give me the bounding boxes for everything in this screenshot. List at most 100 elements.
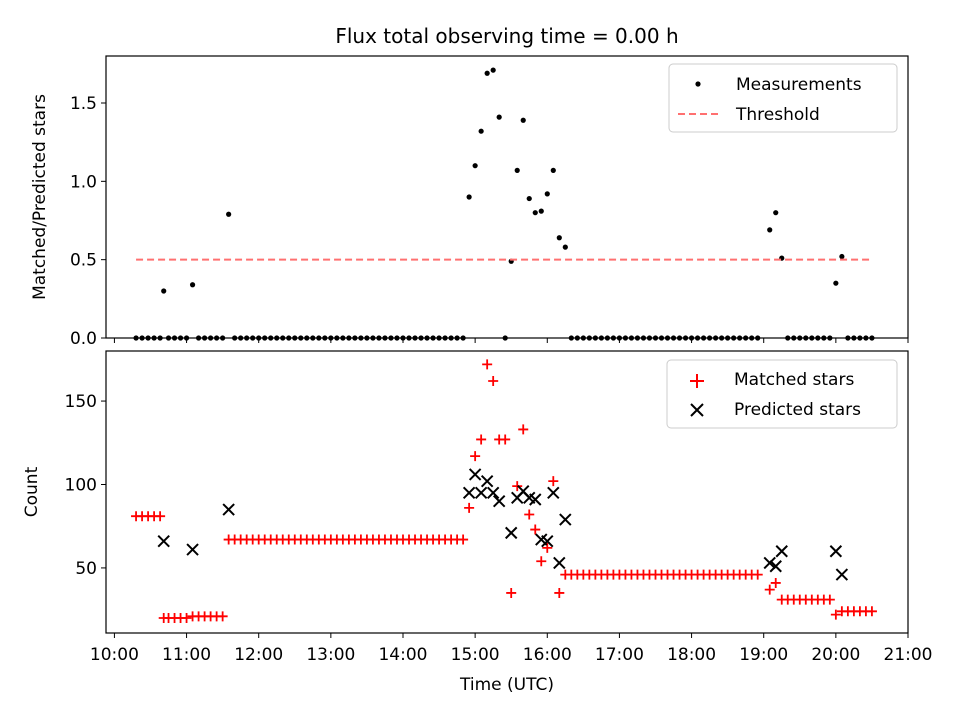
predicted-star-point bbox=[829, 545, 843, 558]
measurement-point bbox=[466, 194, 472, 200]
predicted-star-point bbox=[835, 568, 849, 581]
measurement-point bbox=[839, 253, 845, 260]
measurement-point bbox=[562, 244, 568, 250]
matched-star-point bbox=[866, 606, 877, 617]
x-tick-label: 13:00 bbox=[306, 645, 355, 665]
x-tick-label: 12:00 bbox=[234, 645, 283, 665]
matched-star-point bbox=[217, 611, 228, 622]
x-tick-label: 21:00 bbox=[884, 645, 933, 665]
star-count-y-tick-label: 100 bbox=[65, 475, 97, 495]
matched-star-point bbox=[536, 556, 547, 567]
flux-ratio-x-ticks bbox=[113, 338, 909, 343]
x-tick-label: 11:00 bbox=[162, 645, 211, 665]
predicted-star-point bbox=[547, 486, 560, 500]
predicted-star-point bbox=[541, 535, 554, 548]
predicted-star-point bbox=[486, 486, 500, 500]
predicted-star-point bbox=[468, 468, 482, 481]
matched-star-point bbox=[530, 524, 541, 535]
measurement-point bbox=[226, 211, 232, 217]
star-count-y-tick-label: 50 bbox=[75, 559, 97, 579]
measurement-point bbox=[472, 163, 478, 169]
x-tick-label: 19:00 bbox=[739, 645, 788, 665]
star-count-y-label: Count bbox=[22, 466, 42, 517]
flux-ratio-legend: Measurements Threshold bbox=[668, 63, 898, 133]
matched-star-point bbox=[770, 577, 781, 588]
matched-star-point bbox=[752, 569, 763, 580]
predicted-star-point bbox=[553, 556, 566, 570]
measurement-point bbox=[526, 195, 532, 202]
matched-star-point bbox=[506, 587, 517, 598]
predicted-star-point bbox=[775, 545, 788, 558]
figure-title: Flux total observing time = 0.00 h bbox=[335, 24, 678, 48]
flux-ratio-axes-frame bbox=[105, 55, 909, 339]
predicted-star-point bbox=[480, 474, 494, 488]
star-count-panel: 10:00 11:00 12:00 13:00 14:00 15:00 16:00 17:00… bbox=[22, 350, 933, 695]
measurement-point bbox=[833, 280, 839, 286]
matched-star-point bbox=[554, 587, 565, 598]
predicted-star-point bbox=[559, 513, 572, 526]
flux-ratio-y-ticks: 0.0 0.5 1.0 1.5 bbox=[70, 94, 106, 349]
x-tick-label: 15:00 bbox=[451, 645, 500, 665]
predicted-star-point bbox=[157, 535, 170, 548]
predicted-star-point bbox=[505, 526, 518, 540]
x-tick-label: 18:00 bbox=[667, 645, 716, 665]
flux-ratio-legend-box bbox=[668, 63, 898, 133]
matched-star-point bbox=[464, 502, 475, 513]
measurement-point bbox=[520, 117, 526, 123]
measurement-point bbox=[538, 208, 544, 214]
flux-ratio-panel: 0.0 0.5 1.0 1.5 Matched/Predicted stars Mea… bbox=[30, 55, 909, 349]
matched-star-point bbox=[482, 359, 493, 370]
flux-ratio-y-tick-label: 1.5 bbox=[70, 94, 97, 114]
matched-star-point bbox=[830, 609, 841, 620]
measurement-point bbox=[496, 114, 502, 120]
star-count-axes-frame bbox=[105, 350, 909, 634]
matched-star-point bbox=[542, 542, 553, 553]
star-count-x-ticks: 10:00 11:00 12:00 13:00 14:00 15:00 16:00 17:00… bbox=[90, 633, 933, 665]
legend-measurements-label: Measurements bbox=[736, 75, 862, 95]
matched-star-point bbox=[764, 584, 775, 595]
predicted-star-point bbox=[769, 560, 782, 573]
matched-star-point bbox=[458, 534, 469, 545]
legend-matched-marker bbox=[690, 374, 704, 388]
x-axis-label: Time (UTC) bbox=[459, 675, 554, 695]
measurement-point bbox=[161, 288, 167, 294]
predicted-star-point bbox=[222, 503, 235, 516]
matched-star-point bbox=[500, 434, 511, 445]
matched-star-point bbox=[476, 434, 487, 445]
x-tick-label: 20:00 bbox=[811, 645, 860, 665]
predicted-star-point bbox=[474, 486, 488, 500]
matched-star-point bbox=[518, 424, 529, 435]
star-count-legend-box bbox=[666, 359, 898, 429]
matched-star-point bbox=[181, 612, 192, 623]
star-count-marks bbox=[131, 359, 877, 623]
star-count-legend: Matched stars Predicted stars bbox=[666, 359, 898, 429]
predicted-star-point bbox=[763, 556, 776, 570]
legend-threshold-label: Threshold bbox=[735, 105, 820, 125]
legend-predicted-label: Predicted stars bbox=[734, 400, 861, 420]
matched-star-point bbox=[524, 509, 535, 520]
measurement-point bbox=[514, 167, 520, 173]
legend-matched-label: Matched stars bbox=[734, 370, 854, 390]
predicted-star-point bbox=[462, 486, 476, 500]
measurement-point bbox=[532, 210, 538, 216]
matched-star-point bbox=[548, 476, 559, 487]
flux-ratio-y-tick-label: 1.0 bbox=[70, 172, 97, 192]
predicted-star-point bbox=[492, 494, 506, 508]
measurement-point bbox=[478, 128, 484, 134]
star-count-y-ticks: 50 100 150 bbox=[65, 392, 106, 579]
flux-ratio-marks bbox=[133, 67, 875, 341]
matched-star-point bbox=[470, 451, 481, 462]
matched-star-point bbox=[155, 511, 166, 522]
star-count-y-tick-label: 150 bbox=[65, 392, 97, 412]
matched-star-point bbox=[824, 594, 835, 605]
predicted-star-point bbox=[529, 493, 542, 506]
measurement-point bbox=[544, 191, 550, 197]
flux-ratio-y-label: Matched/Predicted stars bbox=[30, 94, 50, 300]
measurement-point bbox=[550, 167, 556, 173]
measurement-point bbox=[773, 210, 779, 216]
measurement-point bbox=[490, 67, 496, 73]
measurement-point bbox=[189, 282, 196, 288]
measurement-point bbox=[484, 70, 490, 76]
flux-ratio-y-tick-label: 0.5 bbox=[70, 251, 97, 271]
matched-star-point bbox=[488, 376, 499, 387]
